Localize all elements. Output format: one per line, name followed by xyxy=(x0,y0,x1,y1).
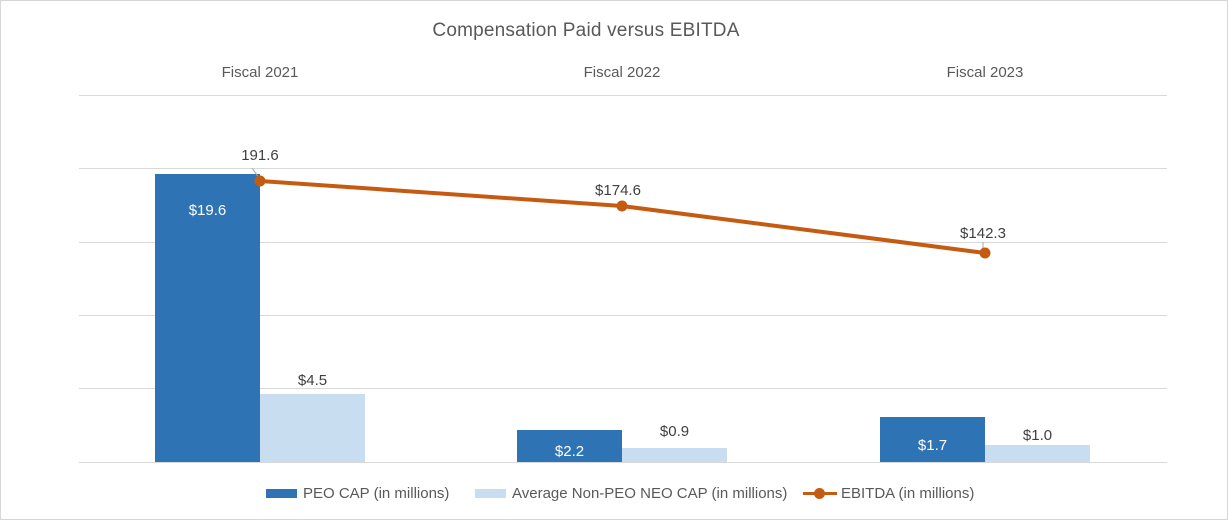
legend-label: EBITDA (in millions) xyxy=(841,484,975,502)
legend-item-peo-cap: PEO CAP (in millions) xyxy=(266,484,449,502)
bar-nonpeo-cap-fiscal-2023 xyxy=(985,445,1090,462)
chart-title: Compensation Paid versus EBITDA xyxy=(432,20,740,41)
x-axis-label-fiscal-2023: Fiscal 2023 xyxy=(946,64,1024,81)
gridline xyxy=(79,95,1167,96)
bar-peo-cap-fiscal-2023: $1.7 xyxy=(880,417,985,462)
ebitda-value-label: $142.3 xyxy=(960,225,1006,242)
ebitda-value-label: 191.6 xyxy=(241,147,279,164)
bar-value-label: $1.7 xyxy=(917,437,948,454)
legend-item-ebitda: EBITDA (in millions) xyxy=(803,484,974,502)
legend-item-nonpeo-cap: Average Non-PEO NEO CAP (in millions) xyxy=(475,484,787,502)
bar-value-label: $1.0 xyxy=(1022,427,1053,444)
x-axis-label-fiscal-2022: Fiscal 2022 xyxy=(583,64,661,81)
legend-label: Average Non-PEO NEO CAP (in millions) xyxy=(512,484,788,502)
gridline-baseline xyxy=(79,462,1167,463)
x-axis-label-fiscal-2021: Fiscal 2021 xyxy=(221,64,299,81)
legend-line-marker-icon xyxy=(803,487,837,499)
bar-value-label: $19.6 xyxy=(188,202,227,219)
gridline xyxy=(79,388,1167,389)
bar-value-label: $4.5 xyxy=(297,372,328,389)
bar-value-label: $0.9 xyxy=(659,423,690,440)
bar-nonpeo-cap-fiscal-2021 xyxy=(260,394,365,462)
ebitda-point-fiscal-2023 xyxy=(979,247,991,259)
bar-peo-cap-fiscal-2022: $2.2 xyxy=(517,430,622,462)
ebitda-value-label: $174.6 xyxy=(595,182,641,199)
legend-swatch-nonpeo-icon xyxy=(475,488,506,498)
bar-peo-cap-fiscal-2021: $19.6 xyxy=(155,174,260,462)
legend-label: PEO CAP (in millions) xyxy=(303,484,450,502)
bar-nonpeo-cap-fiscal-2022 xyxy=(622,448,727,462)
ebitda-point-fiscal-2022 xyxy=(616,200,628,212)
gridline xyxy=(79,168,1167,169)
bar-value-label: $2.2 xyxy=(554,443,585,460)
legend-swatch-peo-icon xyxy=(266,488,297,498)
gridline xyxy=(79,315,1167,316)
